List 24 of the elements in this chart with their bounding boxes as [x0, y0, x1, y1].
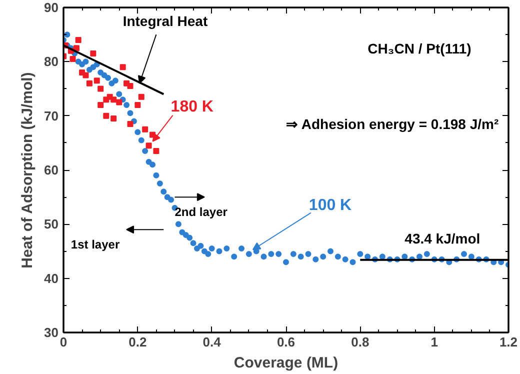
x-tick-label: 0.2: [128, 334, 147, 350]
x-axis-title: Coverage (ML): [234, 354, 338, 372]
x-tick-label: 0.4: [202, 334, 222, 350]
y-tick-label: 50: [44, 216, 59, 232]
y-tick-label: 70: [44, 108, 59, 124]
series-label: 180 K: [170, 98, 214, 116]
y-axis-title: Heat of Adsorption (kJ/mol): [19, 72, 36, 268]
annotation: CH₃CN / Pt(111): [368, 40, 472, 56]
y-tick-label: 30: [44, 325, 59, 340]
x-tick-label: 1.2: [499, 334, 518, 350]
y-tick-label: 80: [44, 54, 59, 70]
x-tick-label: 1: [430, 334, 438, 350]
annotation: Integral Heat: [122, 13, 208, 30]
x-tick-label: 0.6: [276, 334, 296, 350]
y-tick-label: 60: [44, 162, 59, 178]
annotation: ⇒ Adhesion energy = 0.198 J/m²: [286, 116, 499, 132]
x-tick-label: 0.8: [351, 334, 370, 350]
y-tick-label: 40: [44, 270, 59, 286]
annotation: 43.4 kJ/mol: [404, 230, 480, 246]
text: 100 K: [308, 196, 352, 214]
x-tick-label: 0: [60, 334, 68, 350]
annotation: 2nd layer: [174, 205, 228, 220]
y-tick-label: 90: [44, 0, 59, 15]
annotation: 1st layer: [70, 238, 120, 252]
